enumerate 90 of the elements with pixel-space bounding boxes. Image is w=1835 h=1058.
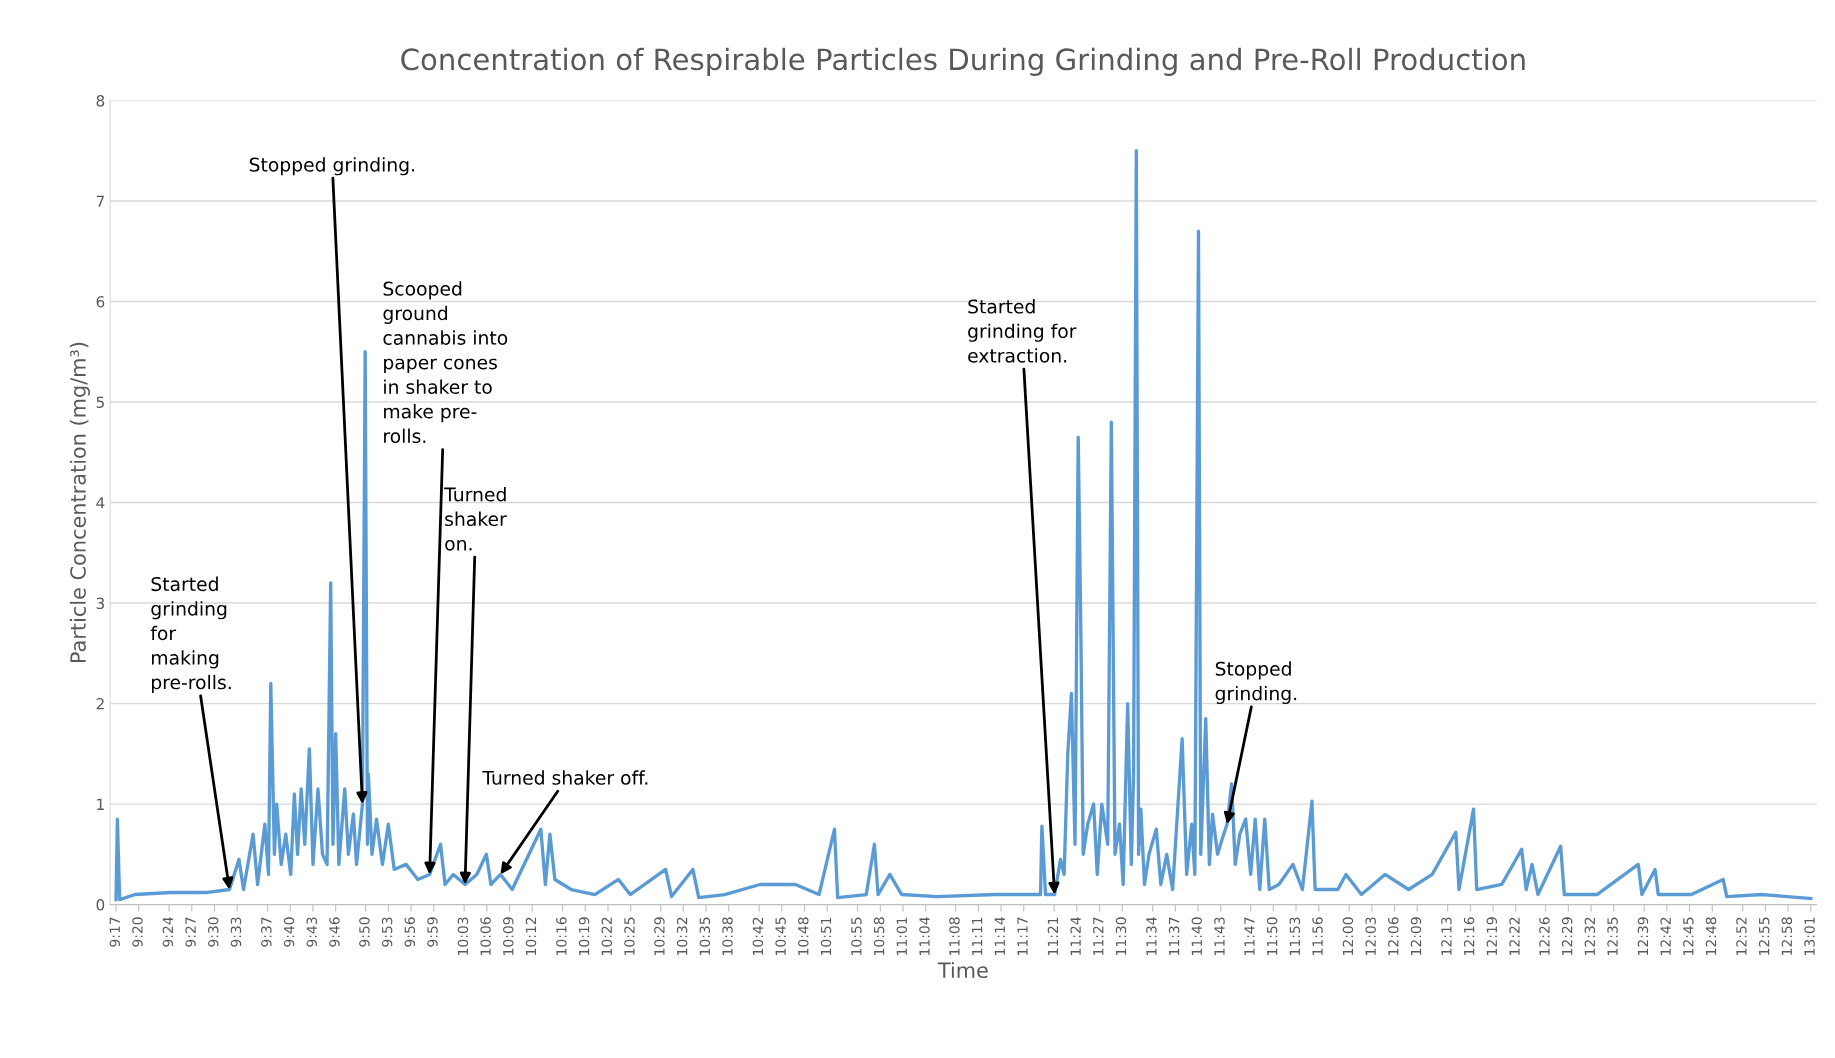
x-tick-label: 9:17: [109, 917, 121, 947]
x-tick-label: 9:37: [261, 917, 272, 947]
annotation: Stopped grinding.: [249, 157, 415, 176]
x-tick-label: 10:16: [556, 917, 567, 955]
x-tick-label: 12:03: [1365, 917, 1376, 955]
x-tick-label: 11:40: [1191, 917, 1203, 955]
x-tick-label: 9:27: [185, 917, 196, 947]
x-tick-label: 12:06: [1388, 917, 1399, 955]
x-tick-label: 12:52: [1736, 917, 1747, 955]
x-tick-label: 11:04: [919, 917, 930, 955]
x-tick-label: 10:51: [820, 917, 832, 955]
x-tick-label: 10:35: [699, 917, 711, 955]
x-tick-label: 10:25: [624, 917, 635, 955]
x-tick-label: 9:40: [283, 917, 295, 947]
x-tick-label: 11:53: [1289, 917, 1301, 955]
x-tick-label: 12:22: [1509, 917, 1520, 955]
annotation: Turned shaker on.: [444, 487, 507, 551]
x-tick-label: 12:00: [1342, 917, 1354, 955]
x-tick-label: 11:30: [1115, 917, 1127, 955]
x-tick-label: 10:09: [503, 917, 514, 955]
x-tick-label: 9:30: [208, 917, 219, 947]
x-tick-label: 10:38: [722, 917, 733, 955]
x-tick-label: 11:56: [1312, 917, 1323, 955]
x-tick-label: 11:43: [1214, 917, 1225, 955]
y-tick-label: 0: [96, 899, 105, 911]
x-tick-label: 9:20: [132, 917, 143, 947]
y-tick-label: 5: [96, 396, 104, 409]
x-tick-label: 10:48: [798, 917, 809, 955]
x-tick-label: 9:46: [329, 917, 340, 947]
x-tick-label: 12:39: [1637, 917, 1649, 955]
x-tick-label: 11:27: [1093, 917, 1104, 955]
line-series: [114, 149, 1813, 902]
x-tick-label: 9:56: [404, 917, 416, 947]
annotation: Scooped ground cannabis into paper cones in shaker to make pre- rolls.: [383, 281, 508, 444]
x-tick-label: 11:14: [994, 917, 1005, 955]
x-tick-label: 11:17: [1017, 917, 1028, 955]
x-tick-label: 10:32: [676, 917, 688, 955]
x-tick-label: 10:58: [873, 917, 885, 955]
x-tick-label: 12:58: [1781, 917, 1793, 955]
annotation: Stopped grinding.: [1215, 661, 1297, 705]
x-tick-label: 12:19: [1486, 917, 1498, 955]
x-tick-label: 10:22: [601, 917, 613, 955]
x-tick-label: 11:11: [972, 917, 983, 955]
x-tick-label: 12:26: [1539, 917, 1550, 955]
y-tick-label: 7: [96, 195, 104, 207]
x-tick-label: 12:45: [1683, 917, 1694, 955]
x-tick-label: 10:45: [775, 917, 786, 955]
y-tick-label: 1: [97, 798, 104, 810]
x-tick-label: 9:59: [427, 917, 438, 947]
x-tick-label: 10:12: [525, 917, 537, 955]
chart-title: Concentration of Respirable Particles During Grinding and Pre-Roll Production: [401, 47, 1525, 77]
x-tick-label: 13:01: [1804, 917, 1815, 955]
x-tick-label: 10:06: [480, 917, 491, 955]
x-tick-label: 11:08: [949, 917, 960, 955]
y-tick-label: 6: [96, 296, 105, 308]
y-tick-label: 3: [96, 597, 105, 610]
x-tick-label: 12:48: [1705, 917, 1717, 955]
x-tick-label: 9:24: [162, 917, 174, 947]
x-tick-label: 9:53: [381, 917, 393, 947]
x-tick-label: 10:42: [752, 917, 764, 955]
y-tick-label: 8: [96, 94, 105, 107]
x-tick-label: 10:19: [578, 917, 590, 955]
x-tick-label: 12:09: [1410, 917, 1422, 955]
x-tick-label: 12:35: [1607, 917, 1618, 955]
x-tick-label: 10:29: [654, 917, 665, 955]
x-tick-label: 10:03: [457, 917, 469, 955]
x-tick-label: 9:50: [359, 917, 370, 947]
x-tick-label: 9:43: [306, 917, 318, 947]
x-tick-label: 12:32: [1584, 917, 1596, 955]
y-tick-label: 4: [96, 497, 105, 509]
x-tick-label: 11:47: [1244, 917, 1255, 955]
annotation: Started grinding for extraction.: [968, 299, 1077, 363]
x-tick-label: 11:34: [1146, 917, 1157, 955]
x-tick-label: 9:33: [230, 917, 242, 947]
x-tick-label: 12:13: [1441, 917, 1452, 955]
x-tick-label: 10:55: [851, 917, 862, 955]
annotation: Turned shaker off.: [482, 770, 648, 785]
x-tick-label: 12:29: [1561, 917, 1573, 955]
x-tick-label: 11:37: [1168, 917, 1180, 955]
x-axis-title: Time: [937, 961, 988, 979]
x-tick-label: 11:21: [1047, 917, 1058, 955]
x-tick-label: 12:55: [1758, 917, 1770, 955]
annotation: Started grinding for making pre-rolls.: [150, 576, 231, 693]
x-tick-label: 12:16: [1463, 917, 1475, 955]
y-axis-title: Particle Concentration (mg/m³): [69, 342, 90, 663]
x-tick-label: 11:24: [1070, 917, 1081, 955]
y-tick-label: 2: [96, 698, 104, 710]
x-tick-label: 11:01: [896, 917, 908, 955]
x-tick-label: 11:50: [1266, 917, 1278, 955]
x-tick-label: 12:42: [1660, 917, 1671, 955]
